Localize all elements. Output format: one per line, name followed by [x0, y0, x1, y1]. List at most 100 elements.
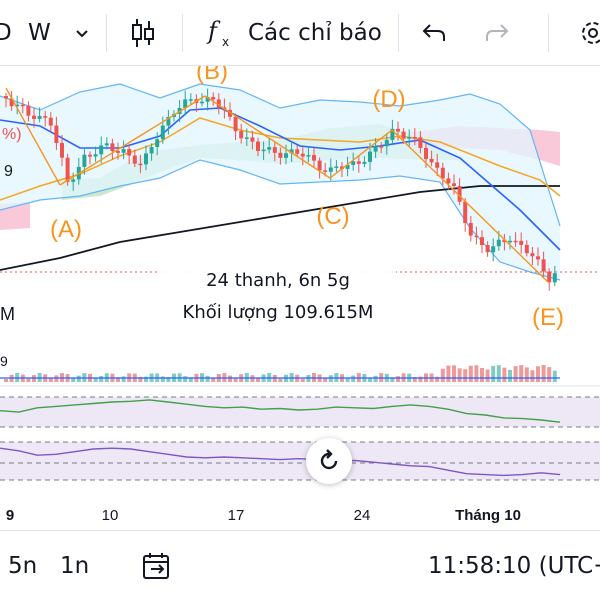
candle-body: [491, 246, 496, 253]
chevron-down-icon[interactable]: [74, 0, 90, 66]
volume-bar: [513, 366, 518, 382]
candle-body: [513, 240, 518, 243]
candle-body: [334, 166, 339, 168]
candle-body: [284, 153, 288, 158]
interval-button[interactable]: W: [28, 20, 51, 46]
candle-body: [82, 154, 87, 167]
candle-body: [20, 104, 25, 107]
interval-partial[interactable]: D: [0, 20, 12, 46]
left-edge-value-label: 9: [4, 163, 13, 180]
candle-body: [110, 143, 115, 152]
candle-body: [530, 253, 535, 257]
volume-bar: [541, 365, 546, 382]
candle-body: [508, 240, 512, 243]
candle-body: [396, 128, 400, 132]
candle-body: [519, 240, 524, 245]
reset-chart-button[interactable]: [306, 438, 352, 484]
volume-bar: [474, 365, 479, 382]
candle-body: [340, 166, 344, 169]
volume-bar: [463, 369, 468, 382]
left-edge-volume-unit: M: [0, 304, 15, 324]
clock-timezone[interactable]: 11:58:10 (UTC+: [428, 553, 600, 579]
volume-bar: [48, 378, 53, 382]
volume-bar: [547, 367, 552, 382]
left-edge-percent-label: %): [2, 126, 22, 143]
toolbar-divider: [548, 14, 549, 52]
volume-bar: [71, 377, 76, 382]
candle-body: [149, 147, 154, 154]
candle-body: [474, 235, 479, 238]
candle-body: [127, 149, 132, 156]
range-5d-button[interactable]: 5n: [8, 553, 38, 579]
indicators-button[interactable]: Các chỉ báo: [248, 20, 382, 46]
candle-body: [37, 116, 42, 119]
reset-icon: [320, 449, 338, 470]
candle-body: [200, 101, 204, 104]
volume-bar: [323, 378, 328, 382]
bollinger-band-fill: [0, 84, 560, 280]
candle-body: [48, 117, 53, 126]
candle-body: [160, 125, 165, 140]
candle-body: [239, 131, 244, 139]
volume-bar: [144, 376, 148, 382]
volume-bar: [480, 368, 484, 382]
redo-icon[interactable]: [484, 0, 510, 66]
candle-body: [356, 161, 361, 164]
volume-bar: [485, 369, 490, 382]
toolbar-divider: [106, 14, 107, 52]
candle-body: [272, 147, 277, 153]
candle-body: [256, 141, 260, 151]
volume-bar: [502, 367, 507, 382]
ema-slow-line: [0, 117, 561, 201]
candle-body: [104, 143, 109, 146]
candles-icon[interactable]: [130, 0, 156, 66]
candle-body: [132, 155, 137, 164]
volume-bar: [250, 375, 255, 382]
volume-bar: [552, 370, 557, 382]
candle-body: [496, 239, 501, 247]
candle-body: [323, 170, 328, 172]
volume-bar: [138, 376, 143, 382]
candle-body: [463, 201, 468, 223]
candle-body: [373, 146, 378, 152]
price-chart[interactable]: (A) (B) (C) (D) (E) 9 10 17 24 Tháng 10%) 9 M 9: [0, 66, 600, 530]
wave-label: (C): [316, 203, 349, 230]
volume-bar: [183, 376, 188, 382]
volume-bar: [99, 375, 104, 382]
gear-icon[interactable]: [578, 0, 600, 66]
volume-bar: [93, 377, 98, 382]
volume-bar: [530, 370, 535, 382]
toolbar-divider: [398, 14, 399, 52]
candle-body: [116, 151, 120, 153]
candle-body: [26, 105, 31, 116]
bar-count-label: 24 thanh, 6n 5g: [206, 270, 350, 291]
candle-body: [71, 179, 76, 182]
stochastic-line: [0, 447, 561, 477]
range-1m-button[interactable]: 1n: [60, 553, 90, 579]
volume-bar: [435, 376, 440, 382]
volume-bar: [116, 377, 120, 382]
undo-icon[interactable]: [421, 0, 447, 66]
candle-body: [99, 145, 104, 155]
x-axis-tick-label: 24: [354, 507, 371, 524]
candle-body: [435, 162, 440, 168]
x-axis-tick-label: 9: [6, 507, 14, 524]
candle-body: [233, 116, 238, 132]
left-edge-volume-value: 9: [0, 353, 8, 369]
candle-body: [183, 99, 188, 108]
candle-body: [485, 245, 490, 253]
fx-icon[interactable]: f x: [206, 0, 234, 66]
candle-body: [9, 98, 14, 107]
candle-body: [328, 167, 333, 172]
candle-body: [457, 185, 462, 202]
candle-body: [351, 161, 356, 165]
volume-bar: [496, 365, 501, 382]
volume-bar: [508, 369, 512, 382]
candle-body: [216, 99, 221, 108]
candle-body: [418, 137, 423, 148]
candle-body: [205, 97, 210, 102]
calendar-range-icon[interactable]: [142, 531, 172, 600]
ichimoku-cloud-bearish: [0, 202, 30, 230]
candle-body: [155, 139, 160, 148]
volume-bar: [211, 377, 216, 382]
